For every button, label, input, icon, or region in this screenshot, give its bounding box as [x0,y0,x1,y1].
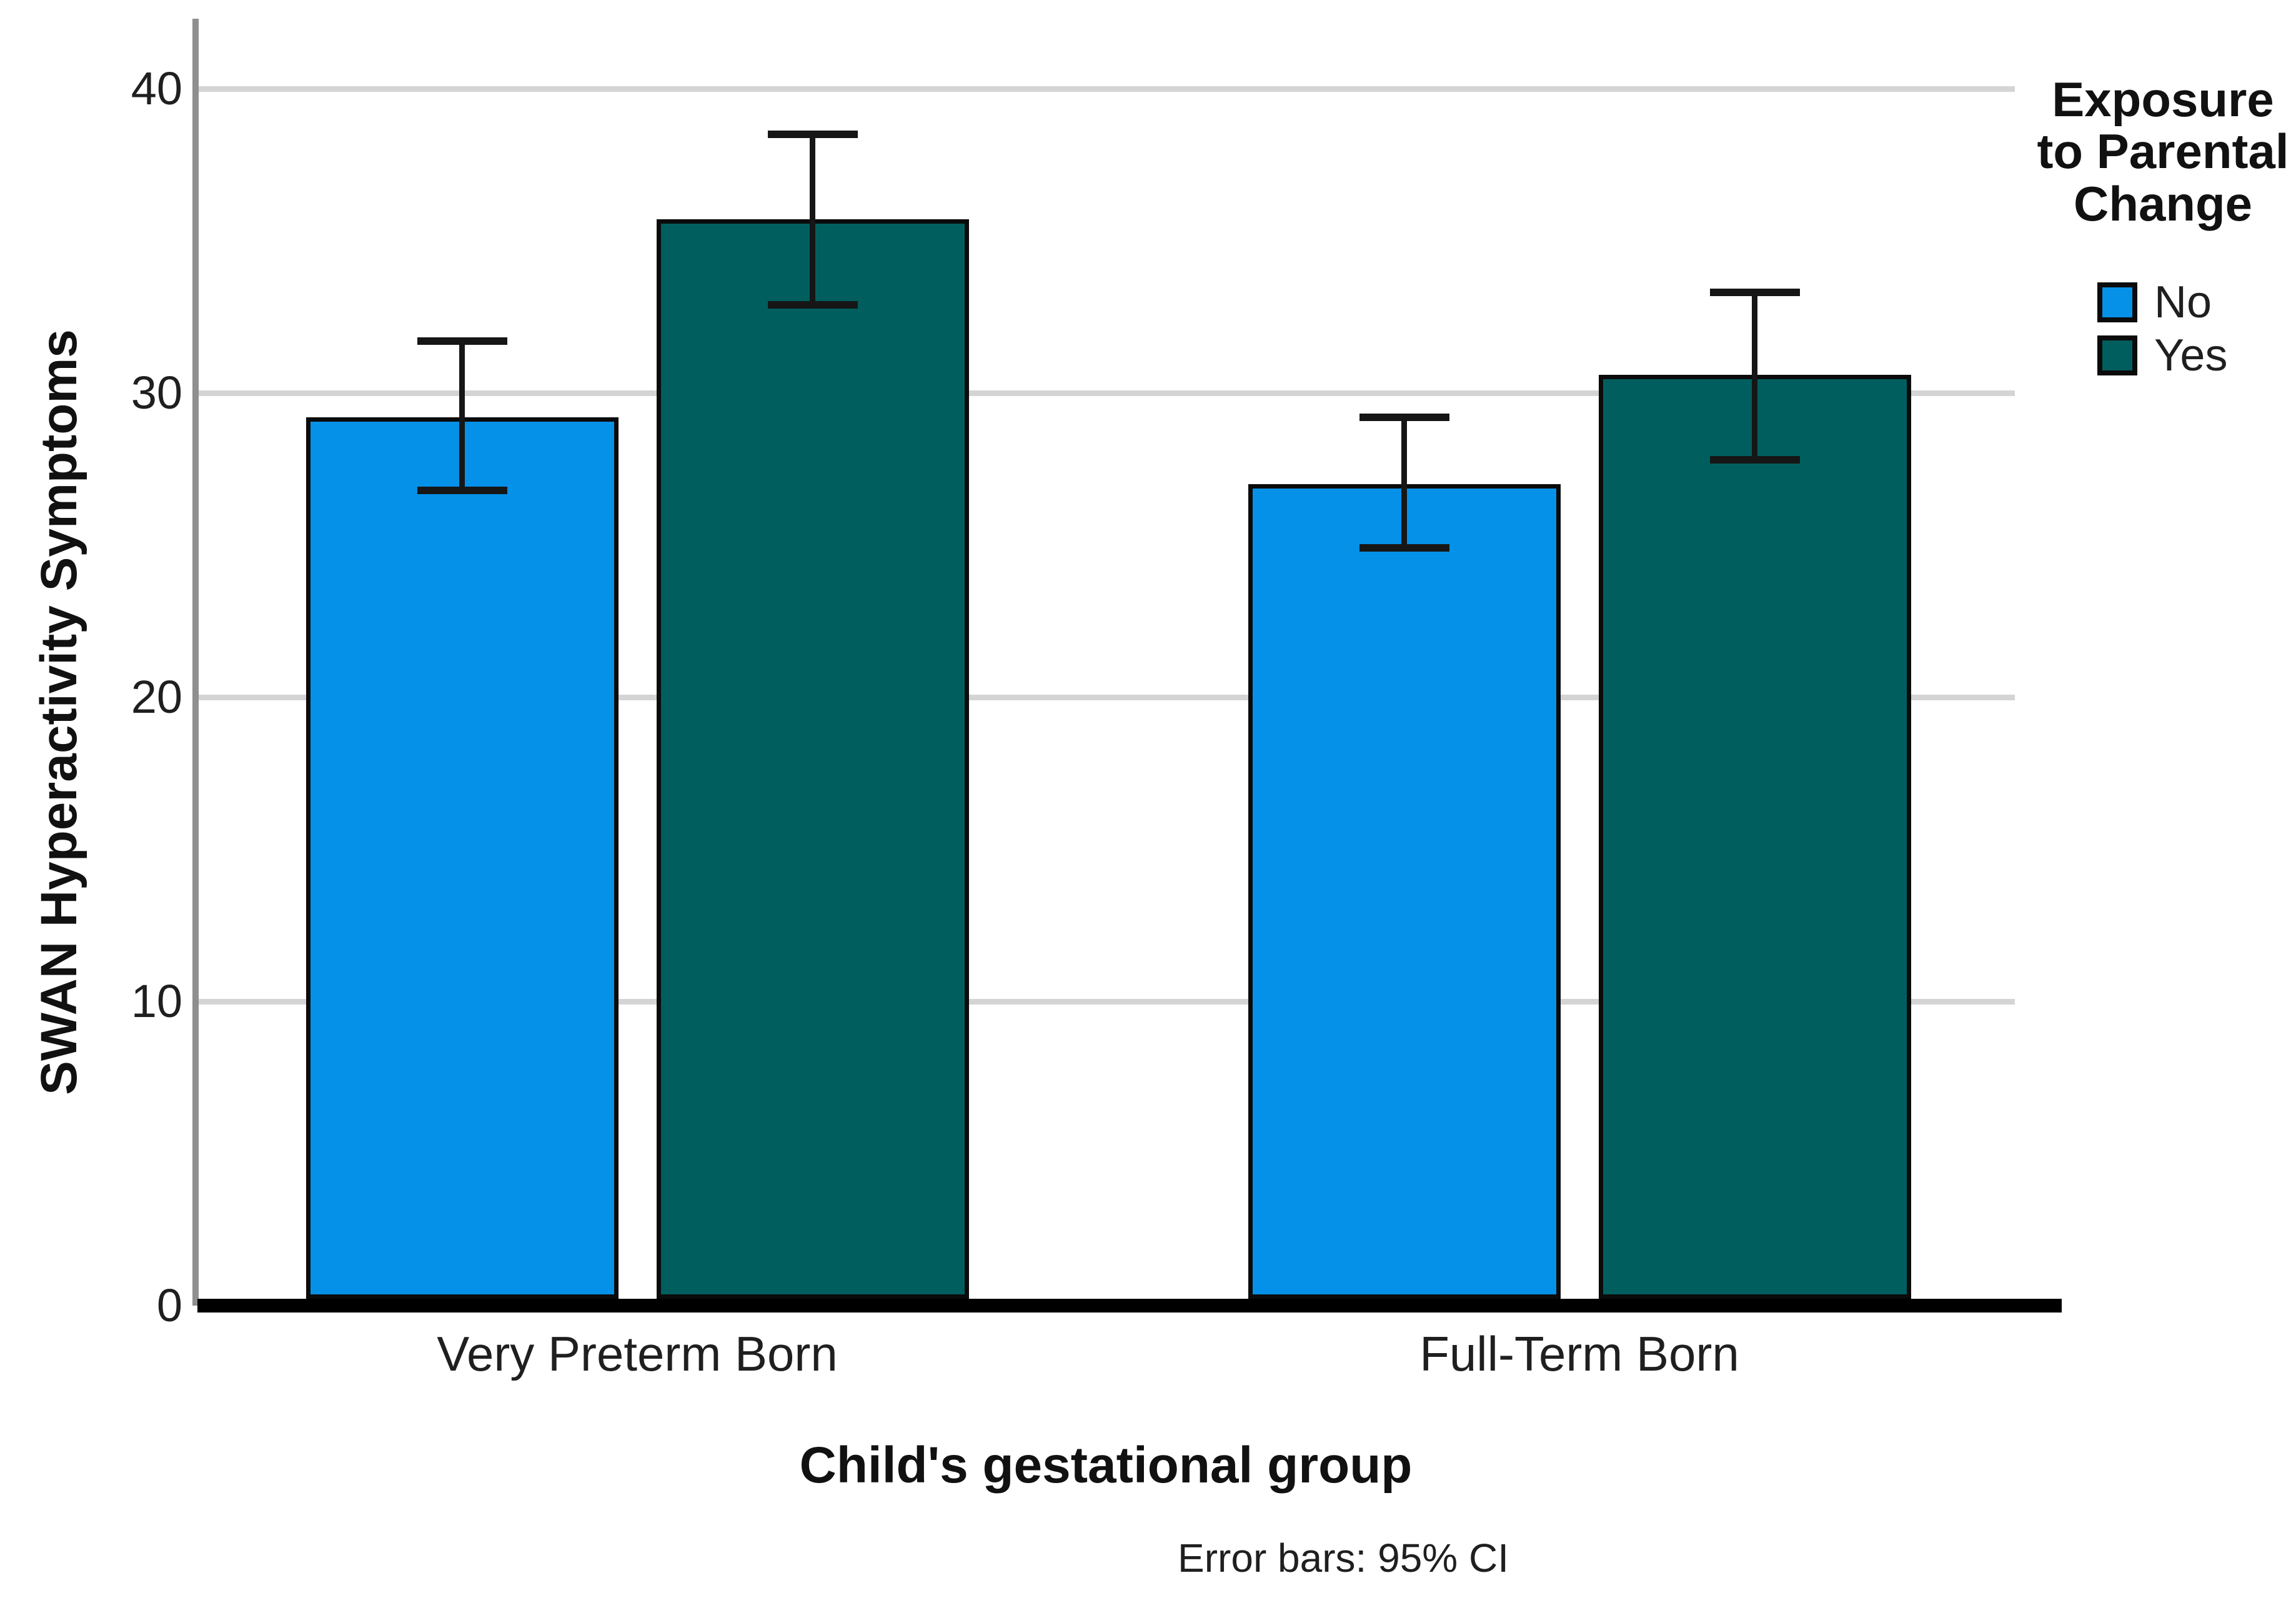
y-axis-line [192,19,199,1306]
error-bar-cap-bottom [767,300,858,309]
legend-title: Exposure to Parental Change [2037,72,2289,231]
error-bar-cap-top [417,337,507,345]
error-bar-cap-top [767,131,858,139]
gridline-y-30 [197,390,2015,396]
error-bar-cap-top [1359,413,1449,421]
y-tick-label: 20 [131,671,182,723]
y-tick-label: 0 [156,1279,182,1331]
bar-no-2 [1248,484,1561,1299]
legend-label-yes: Yes [2154,330,2228,380]
bar-yes-1 [656,219,969,1299]
bar-no-1 [306,417,619,1299]
error-bar-cap-bottom [1709,456,1800,464]
error-bar-line [1752,292,1757,460]
legend-label-no: No [2154,277,2212,327]
x-axis-title: Child's gestational group [799,1437,1413,1494]
x-category-label: Very Preterm Born [437,1326,838,1381]
error-bar-cap-bottom [1359,544,1449,552]
legend-swatch-yes [2097,335,2137,375]
gridline-y-40 [197,86,2015,92]
x-axis-baseline [197,1299,2062,1313]
error-bar-line [810,134,815,305]
error-bars-footnote: Error bars: 95% CI [1178,1536,1509,1581]
y-tick-label: 10 [131,975,182,1027]
y-tick-label: 40 [131,62,182,114]
bar-yes-2 [1598,374,1911,1299]
error-bar-cap-top [1709,289,1800,297]
error-bar-line [459,341,465,490]
legend-swatch-no [2097,282,2137,322]
gridline-y-10 [197,999,2015,1005]
error-bar-cap-bottom [417,486,507,494]
y-tick-label: 30 [131,367,182,419]
x-category-label: Full-Term Born [1419,1326,1739,1381]
error-bar-line [1401,417,1407,548]
gridline-y-20 [197,695,2015,700]
